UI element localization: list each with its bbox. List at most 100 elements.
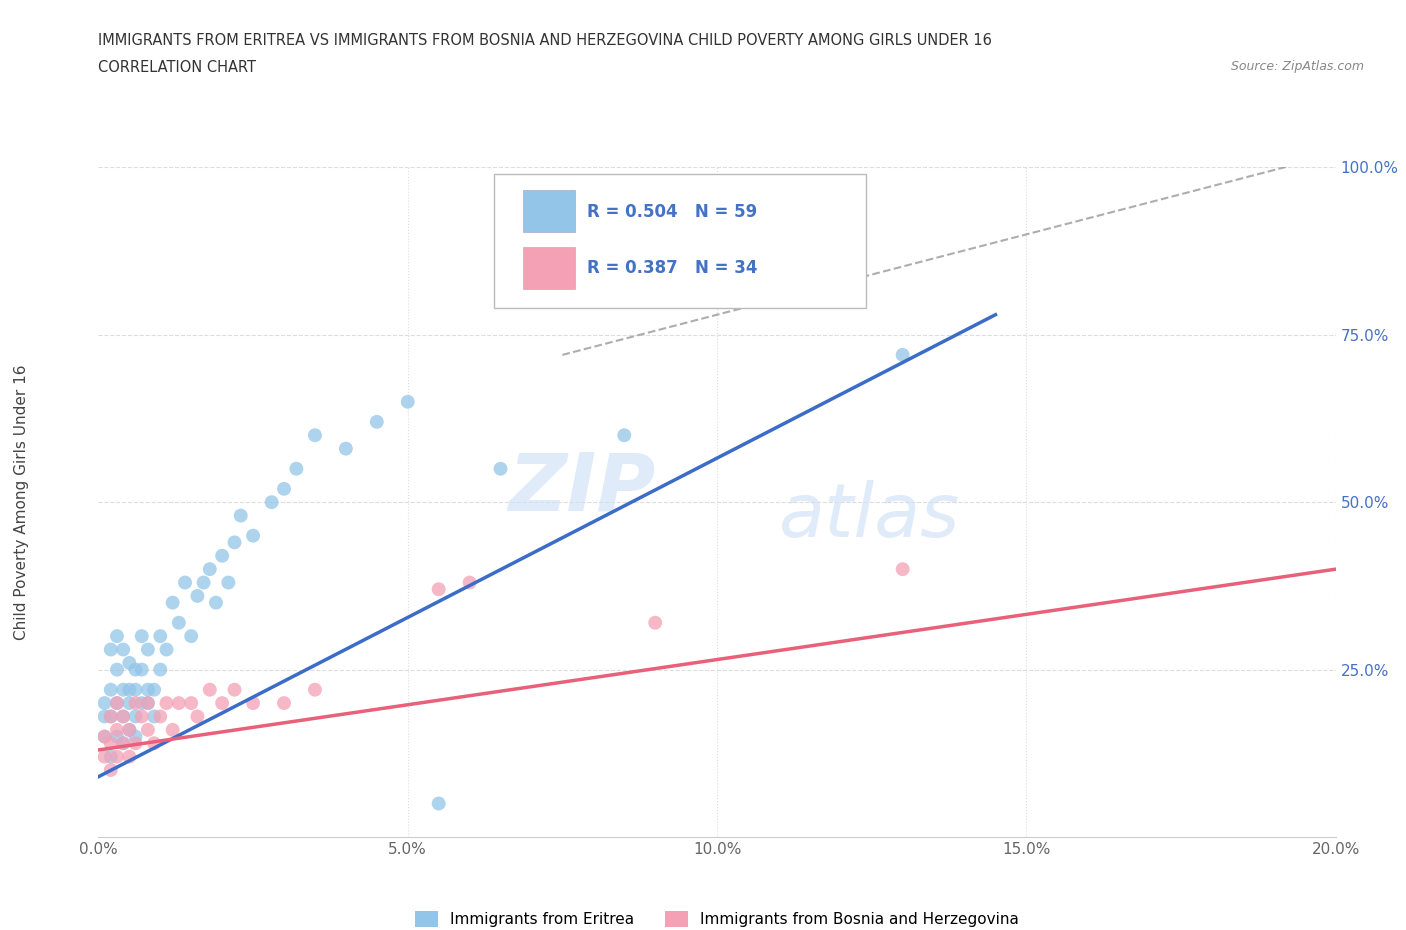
Point <box>131 629 153 644</box>
Point <box>118 656 141 671</box>
Y-axis label: Child Poverty Among Girls Under 16: Child Poverty Among Girls Under 16 <box>14 365 30 640</box>
Point <box>136 683 159 698</box>
Point <box>211 696 233 711</box>
Point <box>198 683 221 698</box>
Point <box>891 348 914 363</box>
Point <box>124 736 146 751</box>
Point <box>167 696 190 711</box>
Point <box>224 683 246 698</box>
FancyBboxPatch shape <box>523 190 575 232</box>
Point <box>118 723 141 737</box>
Point <box>112 736 135 751</box>
Point <box>105 729 128 744</box>
Point <box>224 535 246 550</box>
Point <box>891 562 914 577</box>
FancyBboxPatch shape <box>523 247 575 288</box>
Point <box>644 616 666 631</box>
Point <box>366 415 388 430</box>
Point <box>93 750 115 764</box>
Point <box>396 394 419 409</box>
Point <box>131 662 153 677</box>
Point <box>162 595 184 610</box>
Point <box>217 575 239 590</box>
Point <box>155 642 177 657</box>
Point <box>186 709 208 724</box>
Point <box>100 709 122 724</box>
Point <box>273 696 295 711</box>
Point <box>100 642 122 657</box>
Point <box>644 281 666 296</box>
Point <box>162 723 184 737</box>
Point <box>131 709 153 724</box>
Point <box>136 723 159 737</box>
Point <box>124 683 146 698</box>
Point <box>118 723 141 737</box>
Point <box>93 696 115 711</box>
Point <box>155 696 177 711</box>
Point <box>489 461 512 476</box>
Point <box>613 428 636 443</box>
Point <box>105 723 128 737</box>
Point <box>180 629 202 644</box>
Text: ZIP: ZIP <box>508 450 655 528</box>
Point <box>105 629 128 644</box>
Text: CORRELATION CHART: CORRELATION CHART <box>98 60 256 75</box>
Text: R = 0.387   N = 34: R = 0.387 N = 34 <box>588 259 758 277</box>
Point <box>260 495 283 510</box>
Point <box>149 629 172 644</box>
Point <box>93 709 115 724</box>
Point <box>143 709 166 724</box>
Point <box>105 662 128 677</box>
Text: Source: ZipAtlas.com: Source: ZipAtlas.com <box>1230 60 1364 73</box>
Point <box>93 729 115 744</box>
Point <box>427 582 450 597</box>
Point <box>100 736 122 751</box>
Point <box>124 696 146 711</box>
Point <box>100 709 122 724</box>
Point <box>211 549 233 564</box>
Point <box>180 696 202 711</box>
Point <box>124 662 146 677</box>
Point <box>304 683 326 698</box>
Point <box>205 595 228 610</box>
Point <box>304 428 326 443</box>
Point <box>285 461 308 476</box>
Point <box>335 441 357 456</box>
Point <box>124 729 146 744</box>
Point <box>242 528 264 543</box>
Point <box>143 736 166 751</box>
Point <box>242 696 264 711</box>
Point <box>198 562 221 577</box>
Point <box>112 709 135 724</box>
Point <box>105 696 128 711</box>
Point <box>100 750 122 764</box>
Point <box>118 750 141 764</box>
Point <box>229 508 252 523</box>
Point <box>193 575 215 590</box>
Point <box>136 696 159 711</box>
Point <box>100 683 122 698</box>
Point <box>112 709 135 724</box>
Point <box>458 575 481 590</box>
Point <box>118 683 141 698</box>
Point <box>174 575 197 590</box>
Point <box>273 482 295 497</box>
Point <box>167 616 190 631</box>
Point <box>93 729 115 744</box>
Point <box>112 683 135 698</box>
Point <box>105 696 128 711</box>
Point <box>186 589 208 604</box>
Point <box>112 642 135 657</box>
Point <box>112 736 135 751</box>
Point <box>118 696 141 711</box>
Point <box>149 662 172 677</box>
Point <box>143 683 166 698</box>
Legend: Immigrants from Eritrea, Immigrants from Bosnia and Herzegovina: Immigrants from Eritrea, Immigrants from… <box>409 905 1025 930</box>
Text: atlas: atlas <box>779 480 960 551</box>
Point <box>136 696 159 711</box>
Point <box>149 709 172 724</box>
Point <box>105 750 128 764</box>
FancyBboxPatch shape <box>495 174 866 308</box>
Point <box>427 796 450 811</box>
Point <box>124 709 146 724</box>
